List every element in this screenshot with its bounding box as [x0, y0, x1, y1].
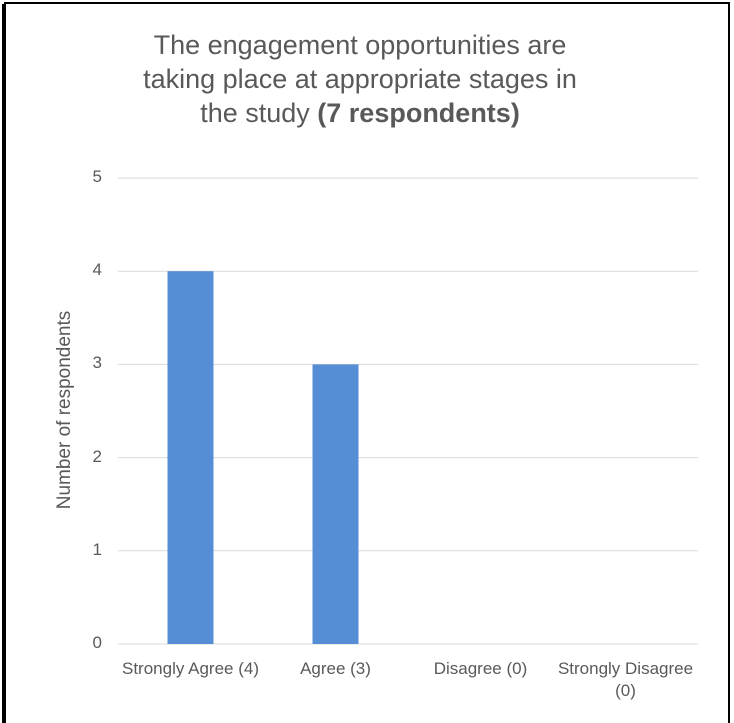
chart-title: The engagement opportunities are taking … [140, 28, 580, 130]
title-bold: (7 respondents) [317, 98, 520, 128]
y-tick-label: 2 [92, 446, 102, 466]
y-tick-label: 4 [92, 260, 102, 280]
y-axis-label: Number of respondents [54, 310, 75, 510]
y-tick-label: 0 [92, 633, 102, 652]
x-tick-label: Disagree (0) [433, 659, 528, 678]
title-text: The engagement opportunities are taking … [143, 30, 577, 128]
bar [167, 271, 214, 644]
x-tick-label: Strongly Disagree (0) [557, 659, 694, 700]
x-tick-label: Agree (3) [300, 659, 371, 678]
y-tick-label: 3 [92, 353, 102, 373]
x-tick-label: Strongly Agree (4) [121, 659, 259, 678]
y-tick-label: 5 [92, 167, 102, 186]
y-tick-label: 1 [92, 539, 102, 559]
frame [4, 2, 730, 723]
bar [312, 364, 359, 644]
